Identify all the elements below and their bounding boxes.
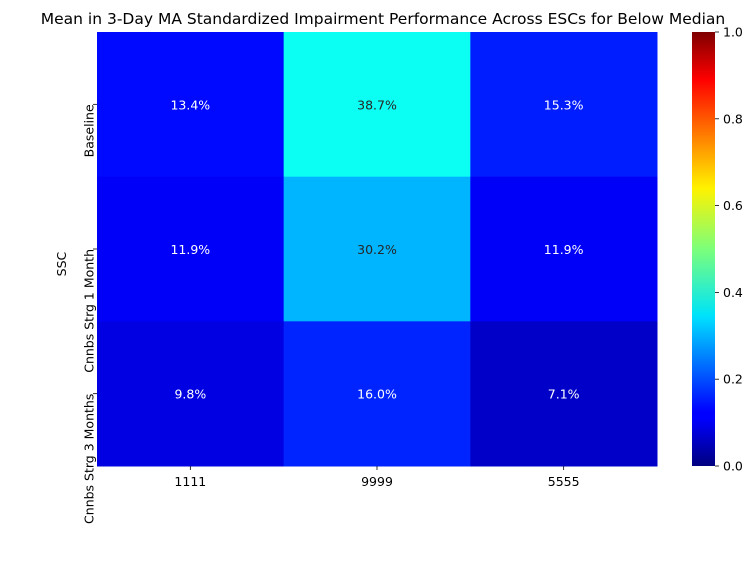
cell-label-r2-c1: 16.0% — [357, 387, 397, 402]
y-axis-label: SSC — [54, 251, 69, 276]
cell-label-r1-c2: 11.9% — [544, 242, 584, 257]
y-axis-ticks: Baseline Cnnbs Strg 1 Month Cnnbs Strg 3 M… — [82, 103, 97, 524]
cell-label-r2-c0: 9.8% — [174, 387, 206, 402]
colorbar-tick-label-5: 1.0 — [723, 25, 743, 40]
heatmap-cell-r0-c0 — [97, 32, 285, 178]
colorbar-tick-label-4: 0.8 — [723, 111, 743, 126]
colorbar-tick-label-2: 0.4 — [723, 285, 743, 300]
cell-label-r1-c0: 11.9% — [170, 242, 210, 257]
colorbar-tick-label-1: 0.2 — [723, 372, 743, 387]
cell-label-r0-c0: 13.4% — [170, 97, 210, 112]
x-tick-label-2: 5555 — [548, 474, 580, 489]
heatmap-cell-r2-c1 — [283, 321, 471, 467]
x-tick-label-1: 9999 — [361, 474, 393, 489]
heatmap-cell-r1-c1 — [283, 176, 471, 322]
cell-label-r2-c2: 7.1% — [548, 387, 580, 402]
heatmap-cell-r0-c2 — [470, 32, 658, 178]
heatmap-cell-r2-c2 — [470, 321, 658, 467]
colorbar-tick-label-3: 0.6 — [723, 198, 743, 213]
colorbar-ticks: 0.0 0.2 0.4 0.6 0.8 1.0 — [715, 25, 743, 474]
y-tick-label-2: Cnnbs Strg 3 Months — [82, 394, 97, 524]
cell-label-r1-c1: 30.2% — [357, 242, 397, 257]
x-tick-label-0: 1111 — [174, 474, 206, 489]
cell-label-r0-c1: 38.7% — [357, 97, 397, 112]
heatmap-cells — [97, 32, 658, 467]
cell-label-r0-c2: 15.3% — [544, 97, 584, 112]
heatmap-cell-labels: 13.4% 38.7% 15.3% 11.9% 30.2% 11.9% 9.8% 16.0% 7… — [170, 97, 583, 401]
x-axis-ticks: 1111 9999 5555 — [174, 466, 580, 489]
heatmap-cell-r1-c0 — [97, 176, 285, 322]
y-tick-label-1: Cnnbs Strg 1 Month — [82, 249, 97, 373]
heatmap-cell-r2-c0 — [97, 321, 285, 467]
heatmap-cell-r0-c1 — [283, 32, 471, 178]
colorbar-tick-label-0: 0.0 — [723, 459, 743, 474]
heatmap-cell-r1-c2 — [470, 176, 658, 322]
chart-title: Mean in 3-Day MA Standardized Impairment… — [41, 10, 725, 28]
y-tick-label-0: Baseline — [82, 104, 97, 157]
colorbar — [692, 32, 715, 466]
